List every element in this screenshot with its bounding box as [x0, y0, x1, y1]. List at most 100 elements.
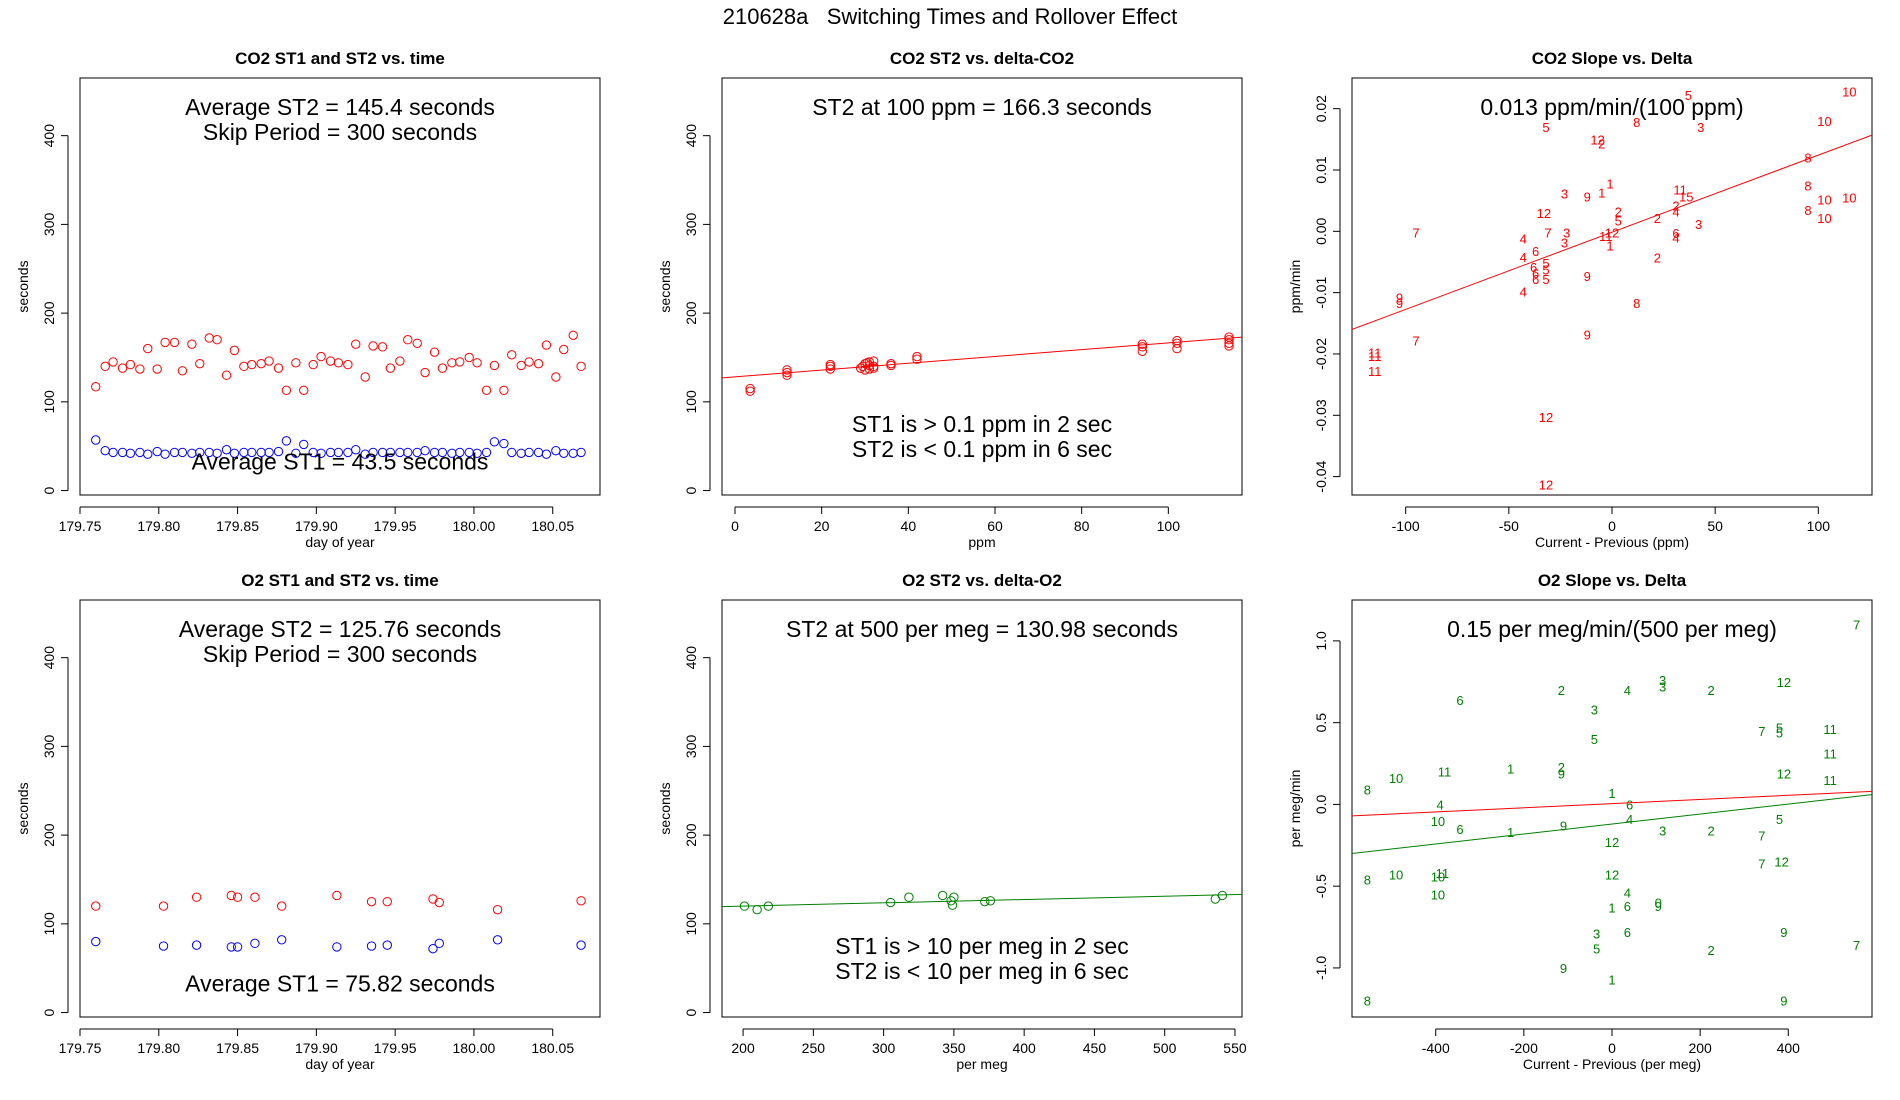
- data-point-red: [333, 358, 344, 368]
- data-point-label: 7: [1853, 938, 1860, 953]
- x-tick-label: 0: [1608, 1040, 1616, 1056]
- data-point-red: [455, 357, 465, 367]
- annotation-text: Average ST2 = 125.76 seconds: [179, 616, 501, 642]
- data-point-label: 7: [1758, 856, 1765, 871]
- fit-line-green: [722, 893, 1242, 908]
- data-point-blue: [299, 439, 309, 450]
- data-point-red: [281, 385, 292, 396]
- data-point-blue: [160, 449, 170, 459]
- data-point-red: [464, 352, 474, 363]
- data-point-red: [91, 901, 101, 911]
- panel-title: CO2 ST2 vs. delta-CO2: [890, 49, 1074, 68]
- data-point-label: 6: [1530, 260, 1537, 275]
- data-point-blue: [366, 941, 377, 951]
- data-point-red: [264, 356, 274, 366]
- data-point-label: 8: [1633, 115, 1640, 130]
- y-tick-label: -0.01: [1313, 276, 1329, 308]
- x-tick-label: 179.80: [137, 1040, 180, 1056]
- panel-p6: O2 Slope vs. Delta -400 -200 0 200 400 Current…: [1287, 571, 1873, 1072]
- data-point-label: 1: [1608, 972, 1615, 987]
- data-point-red: [568, 330, 578, 340]
- x-tick-label: 179.75: [59, 518, 102, 534]
- data-point-label: 1: [1598, 186, 1605, 201]
- panel-title: O2 ST2 vs. delta-O2: [902, 571, 1062, 590]
- x-tick-label: 550: [1223, 1040, 1247, 1056]
- data-point-red: [551, 372, 561, 382]
- data-point-label: 8: [1364, 994, 1371, 1009]
- data-point-red: [239, 361, 249, 372]
- y-tick-label: 0.01: [1313, 156, 1329, 183]
- panel-p5: O2 ST2 vs. delta-O2 200 250 300 350 400 450 500…: [657, 571, 1247, 1072]
- x-tick-label: 60: [987, 518, 1003, 534]
- y-tick-label: -0.04: [1313, 460, 1329, 492]
- data-point-red: [1224, 335, 1234, 345]
- x-tick-label: 40: [901, 518, 917, 534]
- annotation-text: Average ST2 = 145.4 seconds: [185, 94, 495, 120]
- data-point-label: 12: [1539, 478, 1553, 493]
- data-point-red: [429, 347, 440, 357]
- data-point-red: [825, 364, 836, 374]
- data-point-blue: [524, 447, 534, 458]
- data-point-label: 5: [1542, 120, 1549, 135]
- y-tick-label: 400: [683, 124, 699, 148]
- data-point-label: 5: [1685, 88, 1692, 103]
- data-point-blue: [221, 445, 232, 455]
- data-point-label: 3: [1561, 235, 1568, 250]
- data-point-label: 7: [1853, 618, 1860, 633]
- data-point-red: [276, 901, 287, 911]
- data-point-label: 5: [1615, 213, 1622, 228]
- data-point-blue: [239, 447, 249, 458]
- data-point-red: [472, 358, 482, 368]
- data-point-red: [250, 892, 260, 902]
- data-point-red: [499, 385, 509, 396]
- data-point-label: 7: [1412, 333, 1419, 348]
- data-point-red: [524, 357, 534, 367]
- data-point-label: 10: [1389, 868, 1403, 883]
- data-point-blue: [455, 447, 465, 458]
- x-tick-label: 179.85: [216, 518, 259, 534]
- data-point-label: 12: [1777, 675, 1791, 690]
- annotation-text: ST2 is < 10 per meg in 6 sec: [835, 958, 1128, 984]
- data-point-label: 11: [1823, 747, 1837, 762]
- y-tick-label: 0: [41, 1008, 57, 1016]
- annotation-text: Average ST1 = 43.5 seconds: [192, 449, 489, 475]
- data-point-red: [1172, 335, 1182, 346]
- data-point-label: 9: [1584, 189, 1591, 204]
- data-point-red: [576, 896, 586, 906]
- data-point-label: 3: [1591, 703, 1598, 718]
- data-point-label: 12: [1777, 766, 1791, 781]
- data-point-label: 5: [1591, 732, 1598, 747]
- data-point-label: 4: [1672, 205, 1679, 220]
- data-point-label: 9: [1560, 819, 1567, 834]
- data-point-blue: [291, 448, 301, 458]
- annotation-text: ST2 at 100 ppm = 166.3 seconds: [812, 94, 1151, 120]
- data-point-blue: [382, 940, 392, 950]
- data-point-label: 9: [1780, 925, 1787, 940]
- x-tick-label: 180.05: [531, 1040, 574, 1056]
- data-point-label: 12: [1605, 226, 1619, 241]
- y-axis-label: seconds: [657, 782, 673, 834]
- data-point-label: 3: [1563, 226, 1570, 241]
- y-axis-label: seconds: [15, 260, 31, 312]
- x-tick-label: 250: [802, 1040, 826, 1056]
- figure-title: 210628a Switching Times and Rollover Eff…: [722, 4, 1178, 29]
- y-tick-label: 100: [683, 390, 699, 414]
- x-tick-label: 50: [1707, 518, 1723, 534]
- plot-frame: [79, 77, 601, 496]
- data-point-blue: [472, 448, 482, 458]
- data-point-label: 7: [1412, 226, 1419, 241]
- data-point-blue: [281, 436, 292, 446]
- x-axis-label: day of year: [305, 534, 375, 550]
- x-tick-label: 350: [942, 1040, 966, 1056]
- data-point-label: 4: [1520, 250, 1527, 265]
- data-point-blue: [169, 447, 180, 458]
- data-point-red: [351, 339, 361, 349]
- data-point-red: [195, 358, 205, 369]
- data-point-green: [1217, 890, 1228, 901]
- plot-frame: [1351, 599, 1873, 1018]
- data-point-label: 1: [1606, 238, 1613, 253]
- data-point-red: [382, 896, 392, 907]
- data-point-green: [937, 890, 948, 901]
- data-point-red: [135, 364, 145, 374]
- data-point-blue: [91, 936, 101, 947]
